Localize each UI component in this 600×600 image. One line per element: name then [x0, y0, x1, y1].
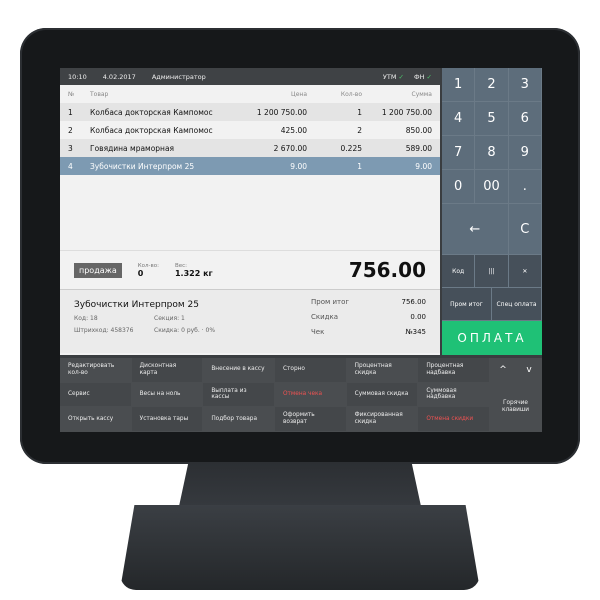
- function-key[interactable]: Открыть кассу: [60, 407, 132, 432]
- fn-status: ФН ✓: [413, 72, 432, 81]
- function-key[interactable]: Установка тары: [131, 407, 204, 432]
- scroll-arrows: ^ v: [489, 358, 542, 383]
- qty: Кол-во: 0: [137, 262, 159, 278]
- utm-status: УТМ ✓: [382, 72, 404, 81]
- function-key[interactable]: Сервис: [60, 382, 132, 408]
- function-key[interactable]: Выплата из кассы: [203, 382, 275, 408]
- function-key[interactable]: Суммовая скидка: [346, 382, 419, 408]
- weight: Вес: 1.322 кг: [174, 262, 213, 278]
- cell: 3: [68, 143, 73, 153]
- cell: 2: [68, 125, 73, 135]
- function-key[interactable]: Отмена скидки: [418, 407, 490, 432]
- code-key[interactable]: Код: [442, 255, 476, 288]
- user: Администратор: [151, 72, 206, 81]
- total-amount: 756.00: [348, 258, 426, 282]
- item-name: Зубочистки Интерпром 25: [74, 300, 199, 310]
- time: 10:10: [68, 72, 87, 81]
- key-11[interactable]: .: [508, 170, 542, 204]
- key-0[interactable]: 1: [442, 68, 476, 102]
- cell: 1: [357, 161, 362, 171]
- key-7[interactable]: 8: [475, 136, 509, 170]
- cell: 2 670.00: [273, 143, 307, 153]
- key-4[interactable]: 5: [475, 102, 509, 136]
- table-row[interactable]: 1 Колбаса докторская Кампомос 1 200 750.00…: [60, 103, 440, 121]
- key-5[interactable]: 6: [508, 102, 542, 136]
- function-key[interactable]: Оформить возврат: [274, 407, 347, 432]
- pay-button[interactable]: ОПЛАТА: [442, 321, 542, 355]
- function-key[interactable]: Отмена чека: [274, 382, 347, 408]
- cell: 9.00: [415, 161, 432, 171]
- backspace-key[interactable]: ←: [442, 204, 509, 255]
- receipt-area: № Товар Цена Кол-во Сумма 1 Колбаса докторска…: [60, 85, 440, 355]
- special-payment-button[interactable]: Спец оплата: [492, 288, 542, 321]
- cell: 425.00: [280, 125, 307, 135]
- table-header: № Товар Цена Кол-во Сумма: [68, 90, 432, 98]
- key-10[interactable]: 00: [475, 170, 509, 204]
- item-code: Код: 18: [74, 315, 98, 322]
- function-key[interactable]: Дисконтная карта: [131, 358, 204, 383]
- cell: 2: [357, 125, 362, 135]
- key-8[interactable]: 9: [508, 136, 542, 170]
- function-key[interactable]: Суммовая надбавка: [418, 382, 490, 408]
- check-icon: ✓: [426, 72, 432, 81]
- chevron-down-icon[interactable]: v: [526, 365, 532, 376]
- cell: 1 200 750.00: [381, 107, 432, 117]
- table-row[interactable]: 2 Колбаса докторская Кампомос 425.00 2 850.0…: [60, 121, 440, 139]
- mode-badge: продажа: [74, 262, 122, 278]
- key-9[interactable]: 0: [442, 170, 476, 204]
- key-6[interactable]: 7: [442, 136, 476, 170]
- function-key[interactable]: Весы на ноль: [131, 382, 204, 408]
- item-info: Зубочистки Интерпром 25 Код: 18 Секция: 1…: [60, 290, 440, 353]
- subtotal-button[interactable]: Пром итог: [442, 288, 492, 321]
- function-key[interactable]: Процентная надбавка: [418, 358, 490, 383]
- table-row[interactable]: 4 Зубочистки Интерпром 25 9.00 1 9.00: [60, 157, 440, 175]
- status-bar: 10:10 4.02.2017 Администратор УТМ ✓ ФН ✓: [60, 68, 440, 85]
- cell: 0.225: [340, 143, 362, 153]
- keypad: 1 2 3 4 5 6 7 8 9 0 00. ← C Код ||| ✕ Пром итог Спец опла…: [442, 68, 542, 355]
- cell: Зубочистки Интерпром 25: [90, 161, 195, 171]
- clear-key[interactable]: C: [508, 204, 542, 255]
- summary: Пром итог 756.00 Скидка 0.00 Чек №345: [311, 298, 426, 336]
- key-1[interactable]: 2: [475, 68, 509, 102]
- key-3[interactable]: 4: [442, 102, 476, 136]
- cell: 1: [357, 107, 362, 117]
- cell: Колбаса докторская Кампомос: [90, 107, 213, 117]
- cell: 850.00: [405, 125, 432, 135]
- function-key[interactable]: Процентная скидка: [346, 358, 419, 383]
- cell: Говядина мраморная: [90, 143, 175, 153]
- close-icon[interactable]: ✕: [508, 255, 542, 288]
- cell: 9.00: [290, 161, 307, 171]
- chevron-up-icon[interactable]: ^: [499, 365, 507, 376]
- hotkeys-button[interactable]: Горячие клавиши: [489, 382, 542, 432]
- date: 4.02.2017: [102, 72, 136, 81]
- check-icon: ✓: [398, 72, 404, 81]
- cell: 1 200 750.00: [256, 107, 307, 117]
- sale-bar: продажа Кол-во: 0 Вес: 1.322 кг 756.00: [60, 250, 440, 290]
- item-discount: Скидка: 0 руб. · 0%: [154, 327, 216, 334]
- cell: 1: [68, 107, 73, 117]
- barcode-icon[interactable]: |||: [475, 255, 509, 288]
- function-key[interactable]: Внесение в кассу: [203, 358, 275, 383]
- function-key[interactable]: Сторно: [274, 358, 347, 383]
- stand-base: [120, 505, 480, 590]
- cell: 589.00: [405, 143, 432, 153]
- table-row[interactable]: 3 Говядина мраморная 2 670.00 0.225 589.00: [60, 139, 440, 157]
- pos-screen: 10:10 4.02.2017 Администратор УТМ ✓ ФН ✓…: [60, 68, 542, 432]
- key-2[interactable]: 3: [508, 68, 542, 102]
- function-key[interactable]: Фиксированная скидка: [346, 407, 419, 432]
- cell: 4: [68, 161, 73, 171]
- item-barcode: Штрихкод: 458376: [74, 327, 134, 334]
- cell: Колбаса докторская Кампомос: [90, 125, 213, 135]
- function-key[interactable]: Редактировать кол-во: [60, 358, 132, 383]
- function-keys: Редактировать кол-во Дисконтная карта Внес…: [60, 358, 542, 432]
- item-section: Секция: 1: [154, 315, 185, 322]
- function-key[interactable]: Подбор товара: [203, 407, 275, 432]
